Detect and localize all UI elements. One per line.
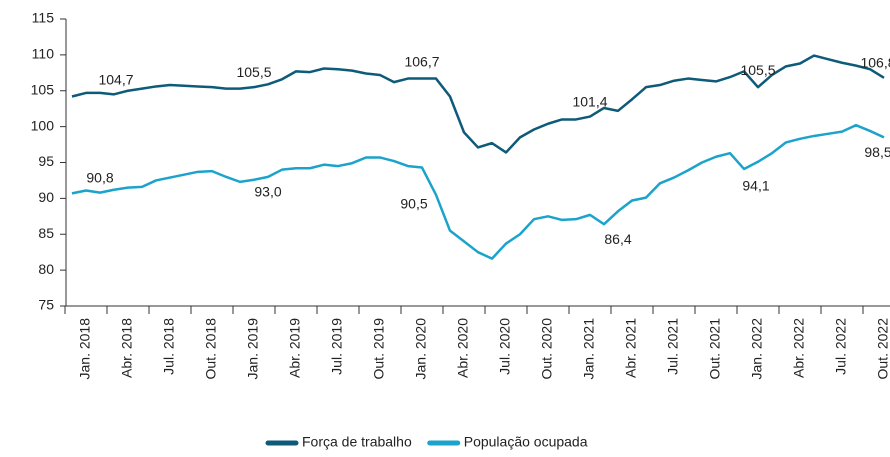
x-tick-label: Jan. 2018 <box>77 318 93 380</box>
x-tick-label: Out. 2022 <box>875 318 890 380</box>
x-tick-label: Abr. 2021 <box>623 318 639 378</box>
y-tick-label: 80 <box>38 261 54 277</box>
x-tick-label: Jan. 2021 <box>581 318 597 380</box>
y-tick-label: 110 <box>32 46 55 62</box>
data-label: 104,7 <box>98 72 133 88</box>
x-tick-label: Abr. 2019 <box>287 318 303 378</box>
x-tick-label: Jul. 2019 <box>329 318 345 375</box>
y-tick-label: 105 <box>31 81 55 97</box>
x-tick-label: Out. 2021 <box>707 318 723 380</box>
data-label: 94,1 <box>742 178 769 194</box>
x-tick-label: Out. 2018 <box>203 318 219 380</box>
x-tick-label: Abr. 2022 <box>791 318 807 378</box>
y-tick-label: 75 <box>38 297 54 313</box>
x-tick-label: Jan. 2022 <box>749 318 765 380</box>
data-label: 106,8 <box>860 55 890 71</box>
legend-label: População ocupada <box>464 434 588 450</box>
data-label: 105,5 <box>236 64 271 80</box>
x-tick-label: Jan. 2019 <box>245 318 261 380</box>
line-series <box>71 54 885 154</box>
data-label: 98,5 <box>864 144 890 160</box>
data-label: 90,5 <box>400 195 427 211</box>
y-tick-label: 100 <box>31 117 55 133</box>
y-tick-label: 85 <box>38 225 54 241</box>
x-tick-label: Jul. 2022 <box>833 318 849 375</box>
x-tick-label: Jul. 2018 <box>161 318 177 375</box>
x-tick-label: Out. 2020 <box>539 318 555 380</box>
y-tick-label: 95 <box>38 153 54 169</box>
x-tick-label: Jan. 2020 <box>413 318 429 380</box>
legend-label: Força de trabalho <box>302 434 412 450</box>
data-label: 105,5 <box>740 62 775 78</box>
x-tick-label: Out. 2019 <box>371 318 387 380</box>
data-label: 86,4 <box>604 231 631 247</box>
x-tick-label: Jul. 2020 <box>497 318 513 375</box>
data-label: 106,7 <box>404 53 439 69</box>
x-tick-label: Abr. 2018 <box>119 318 135 378</box>
line-series <box>71 123 885 260</box>
x-tick-label: Jul. 2021 <box>665 318 681 375</box>
y-tick-label: 90 <box>38 189 54 205</box>
y-tick-label: 115 <box>32 10 55 26</box>
data-label: 93,0 <box>254 184 281 200</box>
data-label: 101,4 <box>572 93 607 109</box>
data-label: 90,8 <box>86 169 113 185</box>
x-tick-label: Abr. 2020 <box>455 318 471 378</box>
